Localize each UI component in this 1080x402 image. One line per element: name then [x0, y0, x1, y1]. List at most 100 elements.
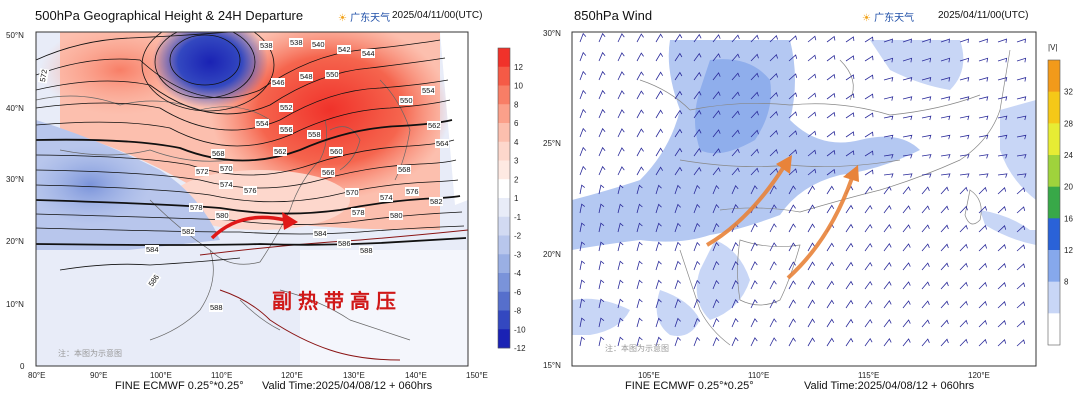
wind-barb-icon	[921, 262, 930, 271]
colorbar-level-label: 1	[514, 194, 519, 203]
wind-barb-icon	[1016, 173, 1027, 178]
wind-barb-icon	[807, 168, 817, 176]
wind-barb-icon	[636, 317, 643, 328]
wind-barb-icon	[598, 165, 606, 176]
wind-barb-icon	[845, 337, 854, 347]
wind-barb-icon	[788, 130, 798, 138]
wind-barb-icon	[807, 185, 816, 195]
wind-barb-icon	[997, 154, 1008, 159]
wind-barb-icon	[845, 36, 855, 43]
wind-barb-icon	[769, 148, 778, 157]
wind-barb-icon	[807, 130, 817, 138]
wind-barb-icon	[940, 300, 949, 309]
wind-barb-icon	[902, 173, 913, 178]
wind-barb-icon	[921, 224, 930, 233]
colorbar-swatch	[1048, 155, 1060, 187]
wind-barb-icon	[997, 134, 1008, 140]
wind-barb-icon	[921, 173, 932, 178]
lat-tick-label: 30°N	[6, 175, 24, 184]
colorbar-level-label: 10	[514, 82, 523, 91]
left-colorbar: 12 10 8 6 4 3 2 1 -1 -2 -3 -4 -6 -8 -10 -12	[497, 47, 526, 353]
colorbar-unit: |V|	[1048, 43, 1058, 52]
schematic-note: 注：本图为示意图	[605, 343, 669, 353]
wind-barb-icon	[807, 223, 816, 233]
wind-barb-icon	[921, 186, 930, 195]
wind-barb-icon	[902, 338, 911, 347]
wind-barb-icon	[959, 319, 968, 328]
wind-barb-icon	[693, 241, 701, 252]
wind-barb-icon	[978, 186, 987, 195]
lat-tick-label: 0	[20, 362, 25, 371]
wind-barb-icon	[617, 90, 625, 100]
wind-barb-icon	[579, 260, 586, 271]
wind-barb-icon	[845, 112, 855, 119]
wind-barb-icon	[940, 154, 951, 159]
wind-barb-icon	[997, 301, 1007, 309]
wind-barb-icon	[864, 169, 874, 176]
colorbar-swatch	[498, 85, 510, 105]
right-colorbar: |V| 32 28 24 20 16 12 8	[1047, 43, 1073, 346]
wind-barb-icon	[693, 52, 702, 62]
wind-barb-icon	[883, 224, 892, 233]
wind-barb-icon	[807, 299, 816, 309]
wind-barb-icon	[731, 337, 739, 347]
wind-barb-icon	[769, 337, 777, 347]
wind-barb-icon	[807, 261, 816, 271]
wind-barb-icon	[731, 53, 740, 62]
left-title: 500hPa Geographical Height & 24H Departu…	[35, 8, 304, 23]
wind-barb-icon	[940, 115, 951, 121]
right-brand: ☀ 广东天气	[862, 9, 914, 24]
wind-barb-icon	[902, 186, 911, 195]
wind-barb-icon	[845, 150, 855, 157]
wind-barb-icon	[997, 38, 1007, 44]
wind-barb-icon	[769, 204, 777, 214]
wind-barb-icon	[655, 166, 664, 176]
wind-barb-icon	[1016, 134, 1027, 140]
contour-label: 548	[300, 72, 313, 81]
wind-barb-icon	[959, 224, 968, 233]
wind-barb-icon	[636, 33, 644, 43]
colorbar-level-label: -8	[514, 307, 522, 316]
colorbar-level-label: 12	[514, 63, 523, 72]
right-coastlines	[639, 49, 1011, 346]
wind-barb-icon	[940, 96, 951, 101]
colorbar-level-label: 32	[1064, 88, 1073, 97]
contour-label: 566	[322, 168, 335, 177]
wind-barb-icon	[712, 34, 721, 43]
contour-label: 572	[196, 167, 209, 176]
wind-barb-icon	[1016, 206, 1026, 214]
wind-barb-icon	[750, 53, 759, 62]
wind-barb-icon	[788, 318, 796, 328]
wind-barb-icon	[693, 279, 701, 290]
wind-barb-icon	[617, 241, 624, 252]
wind-barb-icon	[712, 298, 720, 309]
contour-label: 556	[280, 125, 293, 134]
wind-barb-icon	[978, 338, 987, 347]
wind-barb-icon	[693, 203, 701, 214]
wind-barb-icon	[712, 91, 721, 100]
wind-barb-icon	[1016, 77, 1027, 82]
colorbar-swatch	[1048, 91, 1060, 124]
wind-barb-icon	[997, 339, 1007, 347]
colorbar-swatch	[1048, 218, 1060, 251]
colorbar-swatch	[498, 291, 510, 311]
wind-barb-icon	[978, 173, 989, 178]
wind-barb-icon	[769, 167, 778, 176]
wind-barb-icon	[750, 261, 758, 271]
wind-barb-icon	[826, 299, 835, 309]
colorbar-swatch	[498, 198, 510, 218]
contour-label: 576	[244, 186, 257, 195]
wind-barb-icon	[997, 115, 1008, 121]
colorbar-level-label: -12	[514, 344, 526, 353]
wind-barb-icon	[902, 57, 913, 63]
wind-barb-icon	[674, 203, 681, 214]
wind-barb-icon	[807, 242, 816, 252]
wind-barb-icon	[959, 300, 968, 309]
wind-barb-icon	[579, 203, 586, 214]
wind-barb-icon	[655, 33, 664, 43]
contour-label: 562	[428, 121, 441, 130]
wind-barb-icon	[864, 93, 874, 100]
wind-barb-icon	[750, 337, 758, 347]
wind-barb-icon	[579, 279, 586, 290]
wind-barb-icon	[997, 225, 1007, 233]
